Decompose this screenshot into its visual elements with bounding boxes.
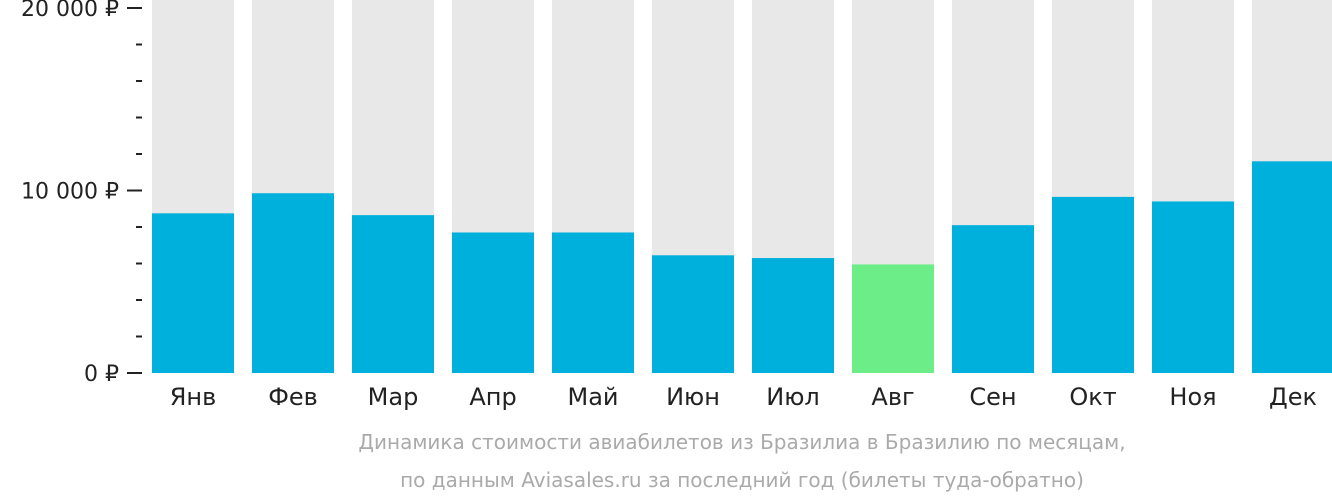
x-tick-label: Окт [1069,383,1116,411]
x-tick-label: Июл [766,383,820,411]
x-tick-label: Авг [871,383,914,411]
x-tick-label: Янв [170,383,217,411]
bar-5[interactable] [552,232,634,373]
x-tick-label: Мар [368,383,419,411]
y-tick-label: 0 ₽ [84,362,119,387]
bar-10[interactable] [1052,196,1134,373]
bar-7[interactable] [752,258,834,373]
bar-4[interactable] [452,232,534,373]
bar-12[interactable] [1252,161,1332,373]
x-axis-labels: Янв Фев Мар Апр Май Июн Июл Авг Сен Окт Ноя Дек [170,383,1317,411]
x-tick-label: Июн [666,383,720,411]
y-tick-label: 10 000 ₽ [21,180,119,205]
bar-6[interactable] [652,255,734,373]
chart-caption-line-1: Динамика стоимости авиабилетов из Бразил… [358,430,1126,454]
y-axis: 0 ₽ 10 000 ₽ 20 000 ₽ [21,0,142,387]
x-tick-label: Ноя [1169,383,1216,411]
chart-caption-line-2: по данным Aviasales.ru за последний год … [400,468,1084,492]
bar-9[interactable] [952,225,1034,373]
x-tick-label: Апр [469,383,516,411]
bar-8[interactable] [852,264,934,373]
x-tick-label: Дек [1269,383,1317,411]
y-tick-label: 20 000 ₽ [21,0,119,22]
bar-2[interactable] [252,193,334,373]
price-chart: 0 ₽ 10 000 ₽ 20 000 ₽ Янв Фев Мар Апр Май Июн Ию… [21,0,1332,411]
x-tick-label: Сен [969,383,1016,411]
bar-1[interactable] [152,213,234,373]
price-bars [152,161,1332,373]
bar-3[interactable] [352,215,434,373]
x-tick-label: Фев [268,383,318,411]
x-tick-label: Май [567,383,618,411]
bar-11[interactable] [1152,201,1234,373]
